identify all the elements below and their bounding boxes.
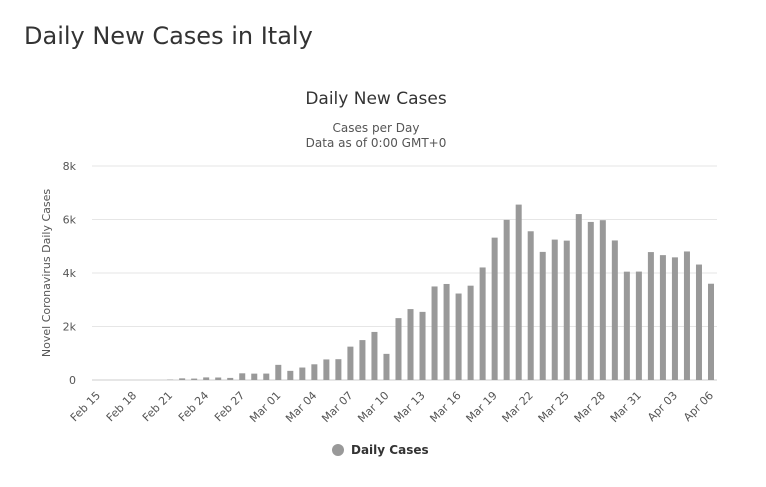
x-tick-label: Feb 27: [212, 389, 247, 424]
bar[interactable]: [179, 378, 186, 380]
y-tick-label: 0: [69, 374, 76, 387]
bar[interactable]: [563, 240, 570, 380]
bar[interactable]: [539, 251, 546, 380]
x-tick-label: Mar 04: [283, 389, 319, 425]
bar[interactable]: [383, 353, 390, 380]
bar[interactable]: [683, 251, 690, 380]
y-axis-label: Novel Coronavirus Daily Cases: [40, 189, 53, 357]
bar[interactable]: [587, 221, 594, 380]
bar[interactable]: [347, 346, 354, 380]
bar[interactable]: [515, 204, 522, 380]
bar[interactable]: [311, 364, 318, 380]
bar[interactable]: [611, 240, 618, 380]
bar[interactable]: [467, 285, 474, 380]
legend[interactable]: Daily Cases: [332, 443, 429, 457]
page-title: Daily New Cases in Italy: [24, 22, 313, 50]
x-axis-ticks: Feb 15 Feb 18 Feb 21 Feb 24 Feb 27 Mar 01 Mar …: [68, 389, 716, 425]
y-tick-label: 8k: [63, 160, 77, 173]
bar[interactable]: [335, 359, 342, 380]
legend-marker: [332, 444, 344, 456]
x-tick-label: Mar 01: [247, 389, 283, 425]
chart-subtitle-line-2: Data as of 0:00 GMT+0: [306, 136, 447, 150]
x-tick-label: Mar 07: [319, 389, 355, 425]
x-tick-label: Mar 10: [355, 389, 391, 425]
x-tick-label: Feb 21: [140, 389, 175, 424]
chart-subtitle-line-1: Cases per Day: [333, 121, 420, 135]
bar[interactable]: [647, 252, 654, 380]
bar[interactable]: [635, 271, 642, 380]
bar[interactable]: [287, 370, 294, 380]
bar[interactable]: [275, 364, 282, 380]
x-tick-label: Mar 13: [391, 389, 427, 425]
bar[interactable]: [707, 283, 714, 380]
bar[interactable]: [527, 231, 534, 380]
x-tick-label: Mar 19: [464, 389, 500, 425]
bar[interactable]: [359, 340, 366, 380]
bar[interactable]: [491, 237, 498, 380]
bar[interactable]: [299, 367, 306, 380]
bar[interactable]: [623, 271, 630, 380]
bar[interactable]: [395, 318, 402, 380]
bar[interactable]: [455, 293, 462, 380]
bar[interactable]: [659, 255, 666, 380]
bar[interactable]: [371, 331, 378, 380]
bar[interactable]: [215, 377, 222, 380]
bar[interactable]: [503, 219, 510, 380]
bar[interactable]: [227, 377, 234, 380]
legend-label: Daily Cases: [351, 443, 429, 457]
bar[interactable]: [323, 359, 330, 380]
y-tick-label: 6k: [63, 214, 77, 227]
chart-title: Daily New Cases: [305, 89, 447, 109]
bar[interactable]: [431, 286, 438, 380]
x-tick-label: Mar 31: [608, 389, 644, 425]
bar[interactable]: [239, 373, 246, 380]
x-tick-label: Feb 18: [104, 389, 139, 424]
x-tick-label: Feb 24: [176, 389, 211, 424]
bar[interactable]: [419, 311, 426, 380]
x-tick-label: Apr 06: [681, 389, 716, 424]
bars: [167, 204, 714, 380]
gridlines: [92, 165, 717, 381]
bar[interactable]: [479, 267, 486, 380]
y-tick-label: 4k: [63, 267, 77, 280]
bar[interactable]: [407, 309, 414, 380]
y-axis-ticks: 0 2k 4k 6k 8k: [63, 160, 77, 387]
bar[interactable]: [263, 373, 270, 380]
bar[interactable]: [443, 283, 450, 380]
x-tick-label: Apr 03: [645, 389, 680, 424]
x-tick-label: Mar 28: [572, 389, 608, 425]
bar[interactable]: [695, 264, 702, 380]
bar[interactable]: [575, 214, 582, 380]
bar[interactable]: [251, 373, 258, 380]
bar[interactable]: [191, 378, 198, 380]
bar[interactable]: [551, 239, 558, 380]
bar[interactable]: [599, 220, 606, 380]
x-tick-label: Mar 22: [500, 389, 536, 425]
y-tick-label: 2k: [63, 321, 77, 334]
x-tick-label: Mar 25: [536, 389, 572, 425]
bar[interactable]: [203, 377, 210, 380]
bar[interactable]: [671, 257, 678, 380]
x-tick-label: Feb 15: [68, 389, 103, 424]
x-tick-label: Mar 16: [427, 389, 463, 425]
